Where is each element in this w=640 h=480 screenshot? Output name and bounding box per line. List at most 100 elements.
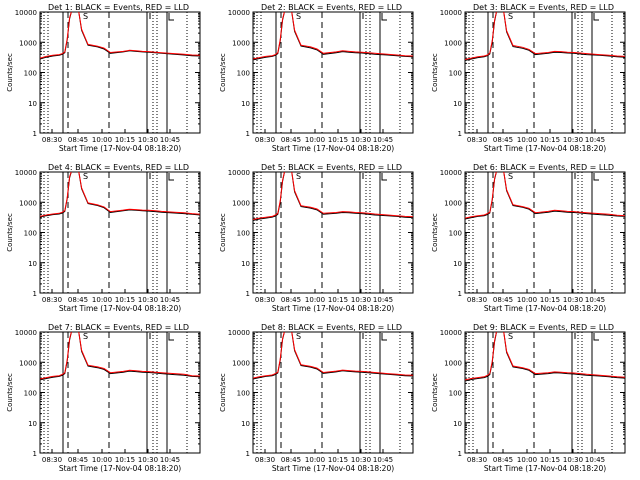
panel-title: Det 4: BLACK = Events, RED = LLD <box>48 163 189 172</box>
y-tick-label: 100 <box>237 390 250 398</box>
x-tick-label: 10:45 <box>585 136 605 144</box>
y-tick-label: 10 <box>453 260 462 268</box>
x-tick-label: 10:00 <box>305 136 325 144</box>
x-tick-label: 08:30 <box>255 136 275 144</box>
y-tick-label: 10000 <box>440 169 462 177</box>
panel-title: Det 1: BLACK = Events, RED = LLD <box>48 3 189 12</box>
y-tick-label: 100 <box>24 70 37 78</box>
x-tick-label: 10:15 <box>540 456 560 464</box>
y-tick-label: 10000 <box>228 169 250 177</box>
y-tick-label: 10 <box>241 100 250 108</box>
x-axis-label: Start Time (17-Nov-04 08:18:20) <box>59 304 181 313</box>
y-tick-label: 10000 <box>440 329 462 337</box>
x-tick-label: 08:30 <box>467 296 487 304</box>
y-tick-label: 1 <box>458 130 462 138</box>
x-tick-label: 10:15 <box>328 136 348 144</box>
y-tick-label: 1000 <box>444 199 462 207</box>
y-axis-label: Counts/sec <box>431 53 439 92</box>
x-axis-label: Start Time (17-Nov-04 08:18:20) <box>484 144 606 153</box>
series-lld-line <box>253 332 413 379</box>
x-axis-label: Start Time (17-Nov-04 08:18:20) <box>272 464 394 473</box>
marker-label: S <box>83 172 88 181</box>
x-tick-label: 10:30 <box>138 456 158 464</box>
interval-marker-glyph <box>149 173 174 181</box>
y-axis-label: Counts/sec <box>219 53 227 92</box>
y-tick-label: 10000 <box>228 329 250 337</box>
x-tick-label: 10:00 <box>305 456 325 464</box>
y-tick-label: 1 <box>33 290 37 298</box>
plot-frame <box>464 331 626 454</box>
y-tick-label: 1000 <box>19 359 37 367</box>
marker-label: S <box>296 172 301 181</box>
y-tick-label: 1000 <box>19 39 37 47</box>
x-tick-label: 10:30 <box>351 136 371 144</box>
panel-title: Det 9: BLACK = Events, RED = LLD <box>473 323 614 332</box>
marker-label: S <box>508 12 513 21</box>
x-tick-label: 08:45 <box>68 296 88 304</box>
series-lld-line <box>40 12 200 59</box>
y-tick-label: 100 <box>237 70 250 78</box>
series-events-line <box>465 12 625 61</box>
plot-frame <box>464 171 626 294</box>
series-lld-line <box>40 332 200 380</box>
x-tick-label: 10:45 <box>585 456 605 464</box>
y-tick-label: 1 <box>246 290 250 298</box>
x-tick-label: 08:30 <box>467 136 487 144</box>
y-tick-label: 1 <box>458 450 462 458</box>
x-tick-label: 08:30 <box>255 296 275 304</box>
interval-marker-glyph <box>362 13 387 21</box>
y-tick-label: 1000 <box>232 359 250 367</box>
x-tick-label: 10:15 <box>540 296 560 304</box>
x-tick-label: 10:15 <box>115 456 135 464</box>
y-tick-label: 10000 <box>228 9 250 17</box>
x-tick-label: 10:00 <box>517 456 537 464</box>
marker-label: S <box>83 12 88 21</box>
y-axis-label: Counts/sec <box>431 213 439 252</box>
y-tick-label: 1 <box>33 130 37 138</box>
y-tick-label: 10 <box>453 420 462 428</box>
y-axis-label: Counts/sec <box>6 213 14 252</box>
y-tick-label: 1000 <box>232 39 250 47</box>
plot-frame <box>39 331 201 454</box>
y-tick-label: 1 <box>458 290 462 298</box>
series-lld-line <box>40 172 200 217</box>
x-tick-label: 10:45 <box>373 136 393 144</box>
x-tick-label: 08:45 <box>68 456 88 464</box>
series-events-line <box>40 172 200 218</box>
y-axis-label: Counts/sec <box>219 373 227 412</box>
y-tick-label: 1 <box>246 130 250 138</box>
x-tick-label: 10:00 <box>92 136 112 144</box>
x-tick-label: 10:45 <box>373 456 393 464</box>
marker-label: S <box>508 332 513 341</box>
x-tick-label: 08:45 <box>281 456 301 464</box>
marker-label: S <box>296 332 301 341</box>
series-lld-line <box>465 12 625 60</box>
x-tick-label: 10:15 <box>328 456 348 464</box>
plot-frame <box>252 11 414 134</box>
y-axis-label: Counts/sec <box>219 213 227 252</box>
series-events-line <box>253 332 413 380</box>
x-tick-label: 08:45 <box>493 136 513 144</box>
y-tick-label: 10000 <box>15 9 37 17</box>
y-tick-label: 10000 <box>440 9 462 17</box>
y-axis-label: Counts/sec <box>6 373 14 412</box>
interval-marker-glyph <box>574 333 599 341</box>
x-axis-label: Start Time (17-Nov-04 08:18:20) <box>484 464 606 473</box>
y-tick-label: 100 <box>24 230 37 238</box>
series-events-line <box>253 12 413 61</box>
panel-title: Det 7: BLACK = Events, RED = LLD <box>48 323 189 332</box>
y-tick-label: 1000 <box>444 359 462 367</box>
y-tick-label: 100 <box>449 70 462 78</box>
y-tick-label: 100 <box>24 390 37 398</box>
y-tick-label: 10000 <box>15 329 37 337</box>
panel-title: Det 5: BLACK = Events, RED = LLD <box>261 163 402 172</box>
marker-label: S <box>508 172 513 181</box>
plot-frame <box>39 11 201 134</box>
plot-frame <box>252 331 414 454</box>
